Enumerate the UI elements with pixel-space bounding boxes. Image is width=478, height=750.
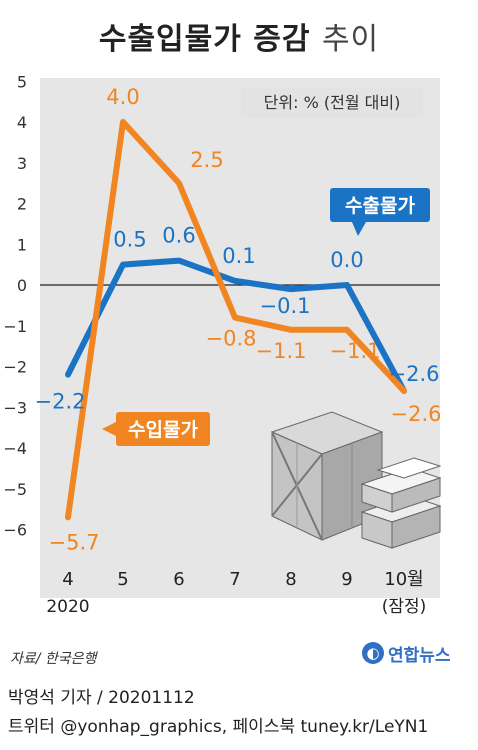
y-tick-label: −5 [3,480,27,499]
title-suffix: 추이 [321,22,380,57]
import-data-label: −1.1 [256,339,307,363]
import-data-label: −0.8 [206,327,257,351]
crate-illustration [270,411,384,541]
x-tick-sublabel: 2020 [46,597,89,617]
y-tick-label: 5 [17,72,27,91]
export-data-label: 0.5 [113,228,146,252]
y-tick-label: −4 [3,439,27,458]
legend-import-label: 수입물가 [128,419,198,441]
export-data-label: −2.2 [35,390,86,414]
logo-name: 연합뉴스 [388,645,451,666]
y-tick-label: 2 [17,195,27,214]
y-tick-label: 4 [17,113,27,132]
export-data-label: 0.1 [222,244,255,268]
y-tick-label: −1 [3,317,27,336]
x-tick-label: 9 [341,569,352,590]
title-main: 수출입물가 증감 [98,22,311,57]
import-data-label: 4.0 [106,85,139,109]
y-tick-label: −3 [3,398,27,417]
x-tick-label: 7 [229,569,240,590]
export-data-label: −0.1 [260,294,311,318]
legend-export-label: 수출물가 [345,195,415,217]
y-tick-label: −6 [3,521,27,540]
legend-import: 수입물가 [102,412,210,446]
export-price-line [65,257,407,394]
export-data-label: 0.0 [330,248,363,272]
import-data-label: −1.1 [330,339,381,363]
y-axis-ticks: 5 4 3 2 1 0 −1 −2 −3 −4 −5 −6 [3,72,27,539]
import-price-line [65,119,407,521]
x-tick-label: 10월 [384,569,423,590]
y-tick-label: 0 [17,276,27,295]
yonhap-logo-icon: ◐ [362,642,384,664]
import-data-label: −2.6 [391,402,442,426]
money-illustration [360,457,442,549]
x-axis-ticks: 4 2020 5 6 7 8 9 10월 (잠정) [46,569,426,617]
legend-export: 수출물가 [330,188,430,236]
export-data-label: −2.6 [389,362,440,386]
export-data-label: 0.6 [162,224,195,248]
x-tick-sublabel: (잠정) [382,597,427,617]
y-tick-label: 3 [17,154,27,173]
yonhap-logo: ◐ 연합뉴스 [362,640,451,666]
x-tick-label: 4 [62,569,73,590]
x-tick-label: 8 [285,569,296,590]
credit-line-2: 트위터 @yonhap_graphics, 페이스북 tuney.kr/LeYN… [8,717,429,737]
series-layer: −2.20.5 0.60.1−0.10.0−2.6−5.74.02.5−0.8−1… [35,85,442,554]
y-tick-label: −2 [3,358,27,377]
import-data-label: −5.7 [49,530,100,554]
unit-label: 단위: % (전월 대비) [241,88,423,118]
x-tick-label: 6 [173,569,184,590]
x-tick-label: 5 [117,569,128,590]
chart-title: 수출입물가 증감 추이 [0,14,478,58]
y-tick-label: 1 [17,235,27,254]
import-data-label: 2.5 [190,148,223,172]
source-note: 자료/ 한국은행 [10,651,97,667]
credit-line-1: 박영석 기자 / 20201112 [8,688,195,708]
